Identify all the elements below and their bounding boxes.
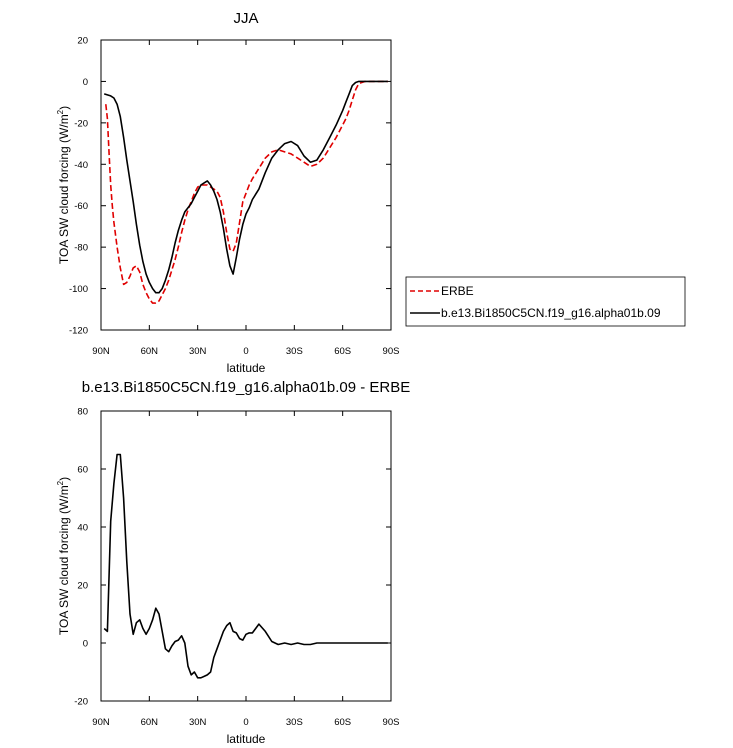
- y-tick-label: -80: [74, 243, 88, 254]
- y-tick-label: 0: [83, 77, 88, 88]
- x-tick-label: 90S: [383, 346, 400, 357]
- chart-bottom-x-ticks: 90N 60N 30N 0 30S 60S 90S: [92, 411, 399, 728]
- chart-top-y-axis-title-main: TOA SW cloud forcing (W/m: [57, 114, 71, 264]
- series-line-0: [103, 453, 388, 679]
- chart-top-x-axis-title: latitude: [227, 361, 266, 375]
- chart-top-y-axis-title-sup: 2: [56, 109, 65, 114]
- chart-top-y-axis-title-end: ): [57, 106, 71, 110]
- x-tick-label: 60N: [141, 346, 159, 357]
- y-tick-label: 60: [77, 465, 88, 476]
- chart-bottom: b.e13.Bi1850C5CN.f19_g16.alpha01b.09 - E…: [56, 379, 410, 746]
- series-line-0: [105, 80, 388, 304]
- chart-bottom-y-axis-title-main: TOA SW cloud forcing (W/m: [57, 485, 71, 635]
- chart-bottom-title: b.e13.Bi1850C5CN.f19_g16.alpha01b.09 - E…: [82, 379, 411, 396]
- chart-top-x-ticks: 90N 60N 30N 0 30S 60S 90S: [92, 40, 399, 357]
- y-tick-label: 40: [77, 523, 88, 534]
- chart-bottom-plot-frame: [100, 410, 392, 702]
- y-tick-label: 20: [77, 36, 88, 47]
- chart-top: JJA -120 -100 -80 -60 -40 -20 0 20 90N 60N 30N 0 30…: [56, 10, 686, 375]
- chart-top-series: [103, 80, 388, 304]
- chart-bottom-y-axis-title-sup: 2: [56, 480, 65, 485]
- chart-bottom-y-axis-title: TOA SW cloud forcing (W/m2): [56, 477, 71, 635]
- x-tick-label: 90N: [92, 346, 110, 357]
- x-tick-label: 30S: [286, 717, 303, 728]
- x-tick-label: 0: [243, 346, 248, 357]
- chart-top-title: JJA: [233, 10, 258, 27]
- x-tick-label: 90N: [92, 717, 110, 728]
- y-tick-label: -20: [74, 118, 88, 129]
- y-tick-label: 80: [77, 407, 88, 418]
- y-tick-label: -20: [74, 697, 88, 708]
- legend-model-label: b.e13.Bi1850C5CN.f19_g16.alpha01b.09: [441, 306, 661, 320]
- x-tick-label: 0: [243, 717, 248, 728]
- y-tick-label: -100: [69, 284, 88, 295]
- chart-bottom-y-axis-title-end: ): [57, 477, 71, 481]
- y-tick-label: -120: [69, 326, 88, 337]
- x-tick-label: 30N: [189, 717, 207, 728]
- y-tick-label: -40: [74, 160, 88, 171]
- chart-bottom-y-ticks: -20 0 20 40 60 80: [74, 407, 391, 708]
- x-tick-label: 30S: [286, 346, 303, 357]
- x-tick-label: 90S: [383, 717, 400, 728]
- y-tick-label: -60: [74, 201, 88, 212]
- series-line-1: [103, 80, 388, 294]
- y-tick-label: 20: [77, 581, 88, 592]
- chart-bottom-x-axis-title: latitude: [227, 732, 266, 746]
- x-tick-label: 60N: [141, 717, 159, 728]
- chart-top-legend: ERBE b.e13.Bi1850C5CN.f19_g16.alpha01b.0…: [405, 276, 686, 327]
- x-tick-label: 30N: [189, 346, 207, 357]
- chart-top-y-axis-title: TOA SW cloud forcing (W/m2): [56, 106, 71, 264]
- legend-box: [405, 276, 686, 327]
- chart-bottom-series: [103, 453, 388, 679]
- x-tick-label: 60S: [334, 717, 351, 728]
- chart-top-y-ticks: -120 -100 -80 -60 -40 -20 0 20: [69, 36, 391, 337]
- legend-erbe-label: ERBE: [441, 284, 474, 298]
- y-tick-label: 0: [83, 639, 88, 650]
- x-tick-label: 60S: [334, 346, 351, 357]
